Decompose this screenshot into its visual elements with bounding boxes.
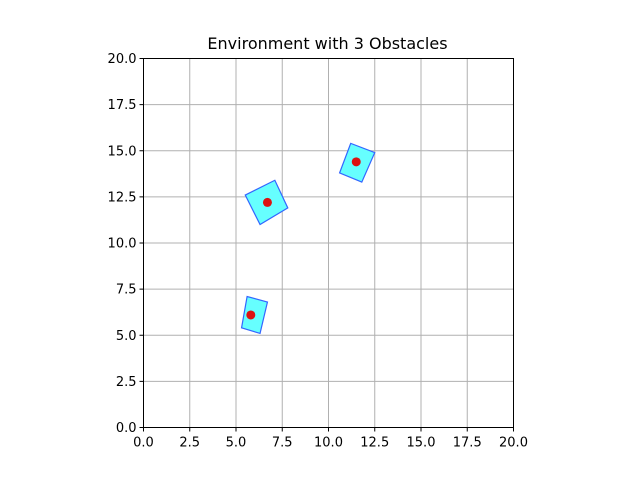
y-tick-label: 15.0 [108,144,137,159]
plot-frame [143,58,514,428]
x-tick-label: 12.5 [360,436,389,451]
y-tick-label: 5.0 [116,329,137,344]
y-tick-label: 20.0 [108,52,137,67]
chart-title: Environment with 3 Obstacles [207,34,447,53]
x-tick-label: 5.0 [226,436,247,451]
x-tick-label: 20.0 [499,436,528,451]
obstacle-2-center [262,197,272,207]
x-tick-label: 15.0 [407,436,436,451]
y-tick-label: 17.5 [108,98,137,113]
y-tick-label: 7.5 [116,283,137,298]
obstacle-3-center [351,157,361,167]
obstacle-1-center [246,310,256,320]
y-tick-label: 10.0 [108,237,137,252]
axis-ticks: 0.0 2.5 5.0 7.5 10.0 12.5 15.0 17.5 20.0 0.0 2.5 5.… [108,52,528,451]
x-tick-label: 7.5 [272,436,293,451]
x-tick-label: 2.5 [179,436,200,451]
grid-lines [143,58,514,428]
y-tick-label: 0.0 [116,421,137,436]
obstacles [240,142,376,335]
y-tick-label: 2.5 [116,375,137,390]
y-tick-label: 12.5 [108,190,137,205]
x-tick-label: 0.0 [133,436,154,451]
x-tick-label: 10.0 [314,436,343,451]
x-tick-label: 17.5 [453,436,482,451]
